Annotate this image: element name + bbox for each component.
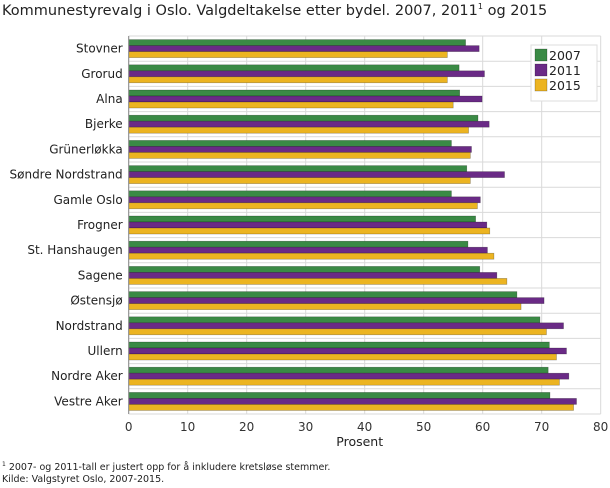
bar-2007: [128, 114, 479, 122]
bar-2015: [128, 328, 547, 336]
bar-2011: [128, 297, 545, 304]
bar-2015: [128, 353, 557, 361]
y-category-label: Gamle Oslo: [53, 193, 122, 207]
legend-swatch-2011: [534, 63, 548, 77]
bar-2007: [128, 392, 551, 399]
bar-2007: [128, 39, 466, 46]
bar-2011: [128, 146, 472, 153]
bar-2011: [128, 95, 483, 103]
y-category-label: Bjerke: [85, 117, 123, 131]
bar-2015: [128, 51, 448, 58]
y-category-label: Ullern: [88, 344, 123, 358]
x-tick-label: 60: [475, 420, 490, 434]
bar-2015: [128, 303, 522, 310]
y-category-label: Nordre Aker: [51, 369, 123, 383]
bar-2007: [128, 215, 476, 223]
y-category-label: Sagene: [78, 268, 123, 282]
y-category-label: Stovner: [76, 42, 123, 56]
bar-2007: [128, 316, 541, 324]
bar-2007: [128, 366, 549, 374]
bar-2011: [128, 398, 577, 405]
x-tick-label: 70: [534, 420, 549, 434]
y-category-label: Alna: [96, 92, 123, 106]
bar-2015: [128, 101, 454, 109]
chart-title: Kommunestyrevalg i Oslo. Valgdeltakelse …: [2, 2, 547, 19]
bar-2015: [128, 227, 491, 235]
bar-2007: [128, 64, 460, 72]
bar-2007: [128, 190, 452, 198]
bar-2007: [128, 240, 469, 248]
legend-label-2007: 2007: [549, 48, 581, 63]
y-category-label: Nordstrand: [56, 319, 123, 333]
y-category-label: Vestre Aker: [54, 394, 123, 408]
y-category-label: Grorud: [81, 67, 122, 81]
bar-2007: [128, 140, 452, 147]
bar-2011: [128, 171, 505, 178]
footnote: 1 2007- og 2011-tall er justert opp for …: [2, 461, 330, 473]
footnote-text: 2007- og 2011-tall er justert opp for å …: [5, 462, 331, 474]
x-tick-label: 10: [180, 420, 195, 434]
bar-2011: [128, 246, 488, 254]
bar-2011: [128, 120, 490, 128]
legend-swatch-2015: [534, 78, 548, 92]
legend-swatch-2007: [534, 48, 548, 62]
bar-2007: [128, 165, 468, 172]
legend-label-2015: 2015: [549, 78, 581, 93]
bar-2007: [128, 291, 518, 298]
bar-2011: [128, 372, 570, 380]
y-category-label: Grünerløkka: [49, 142, 122, 156]
bar-2015: [128, 152, 471, 159]
y-category-label: Søndre Nordstrand: [10, 168, 123, 182]
bar-2015: [128, 404, 574, 411]
bar-2015: [128, 378, 560, 386]
bar-2011: [128, 196, 481, 204]
x-tick-label: 0: [125, 420, 133, 434]
bar-2011: [128, 45, 480, 52]
x-tick-label: 50: [416, 420, 431, 434]
legend-label-2011: 2011: [549, 63, 581, 78]
title-footnote-mark: 1: [477, 2, 483, 11]
x-tick-label: 40: [357, 420, 372, 434]
x-tick-label: 80: [593, 420, 608, 434]
bar-2011: [128, 322, 564, 330]
bar-2011: [128, 347, 567, 355]
y-category-label: Frogner: [77, 218, 123, 232]
title-text-end: og 2015: [482, 2, 548, 19]
source-note: Kilde: Valgstyret Oslo, 2007-2015.: [2, 474, 165, 485]
bar-2015: [128, 252, 495, 260]
bar-2015: [128, 76, 448, 84]
bar-2015: [128, 177, 471, 184]
bar-2015: [128, 126, 469, 134]
bar-2011: [128, 221, 488, 229]
footnote-mark: 1: [2, 461, 6, 468]
title-text: Kommunestyrevalg i Oslo. Valgdeltakelse …: [2, 2, 478, 19]
x-tick-label: 20: [239, 420, 254, 434]
bar-2011: [128, 70, 485, 78]
bar-2007: [128, 266, 481, 273]
bar-2011: [128, 272, 498, 279]
bar-2015: [128, 278, 508, 285]
y-category-label: St. Hanshaugen: [27, 243, 122, 257]
x-axis-label: Prosent: [336, 434, 383, 449]
bar-2007: [128, 89, 460, 97]
y-category-label: Østensjø: [70, 294, 122, 308]
x-tick-label: 30: [298, 420, 313, 434]
bar-2007: [128, 341, 550, 349]
bar-2015: [128, 202, 478, 210]
